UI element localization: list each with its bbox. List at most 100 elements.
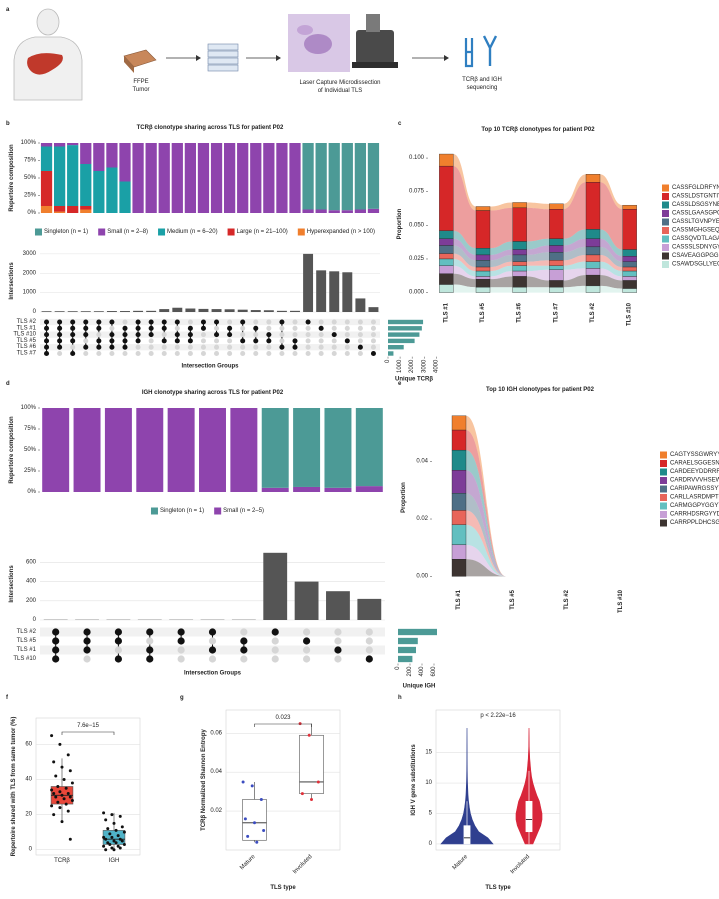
membership-dot: [271, 628, 279, 636]
legend-label: CAGTYSSGWRYYFDYW: [670, 452, 719, 458]
membership-dot: [187, 338, 193, 344]
membership-dot: [266, 338, 272, 344]
membership-dot: [240, 637, 248, 645]
flow: [600, 261, 623, 277]
slide: [207, 50, 239, 58]
membership-dot: [344, 344, 350, 350]
point: [60, 793, 64, 797]
annotation: p < 2.22e−16: [480, 713, 516, 719]
legend-label: CARDEEYDDRRFDPW: [670, 469, 719, 475]
bar-segment: [354, 143, 367, 210]
membership-dot: [52, 655, 60, 663]
legend-swatch: [662, 184, 669, 192]
flow: [600, 229, 623, 257]
y-tick-label: 0.04: [210, 769, 222, 775]
bar-segment: [293, 408, 321, 487]
membership-dot: [44, 332, 50, 338]
bar-segment: [40, 143, 53, 147]
bar: [250, 310, 261, 312]
panel-label: h: [398, 695, 402, 701]
bar-segment: [512, 249, 527, 256]
bar-segment: [250, 143, 262, 213]
bar-segment: [80, 143, 92, 164]
membership-dot: [208, 637, 217, 645]
membership-dot: [370, 332, 376, 338]
y-axis-label: TCRβ Normalized Shannon Entropy: [201, 729, 207, 831]
flow: [453, 284, 476, 293]
membership-dot: [161, 319, 167, 325]
bar-segment: [145, 143, 157, 213]
bar-segment: [40, 146, 53, 171]
plot-frame: [35, 717, 141, 856]
point: [253, 821, 256, 825]
bar-segment: [341, 210, 353, 213]
membership-dot: [187, 344, 193, 350]
membership-dot: [331, 319, 337, 325]
flow: [526, 252, 550, 262]
panel-label: a: [6, 7, 10, 13]
point: [102, 844, 106, 848]
membership-dot: [240, 325, 246, 331]
bar: [172, 307, 183, 312]
legend-swatch: [662, 218, 669, 226]
bar: [290, 310, 300, 312]
membership-dot: [318, 319, 324, 325]
point: [62, 797, 66, 801]
panel-title: Top 10 TCRβ clonotypes for patient P02: [481, 127, 595, 133]
arrowhead: [276, 55, 281, 61]
point: [300, 792, 304, 796]
bar-segment: [549, 252, 564, 261]
membership-dot: [187, 325, 193, 331]
membership-dot: [96, 344, 102, 350]
x-tick-label: TLS #7: [553, 302, 559, 322]
membership-dot: [57, 338, 63, 344]
point: [114, 828, 118, 832]
x-tick-label: Involuted: [510, 854, 531, 875]
membership-dot: [148, 332, 154, 338]
bar-segment: [223, 143, 236, 213]
bar: [303, 253, 314, 312]
bar: [342, 272, 353, 312]
membership-dot: [365, 655, 373, 663]
flow: [526, 238, 550, 250]
y-tick-label: 1000: [23, 290, 37, 296]
legend-label: Medium (n = 6–20): [167, 229, 218, 235]
bar: [357, 598, 382, 620]
bar-segment: [439, 245, 454, 254]
y-tick-label: 15: [425, 750, 432, 756]
bar-segment: [42, 408, 70, 492]
x-tick-label: TLS #10: [627, 302, 633, 326]
bar-segment: [80, 164, 92, 206]
membership-dot: [114, 637, 123, 645]
membership-dot: [57, 350, 63, 357]
bar-segment: [439, 253, 454, 260]
point: [108, 842, 112, 846]
membership-dot: [318, 344, 324, 350]
membership-dot: [200, 344, 206, 350]
x-tick-label: TLS #6: [517, 302, 523, 322]
x-tick-label: TLS #2: [564, 589, 570, 609]
bar-segment: [549, 265, 564, 270]
bar-segment: [439, 273, 454, 285]
y-tick-label: 0%: [27, 210, 36, 216]
flow: [600, 268, 623, 281]
membership-dot: [109, 344, 115, 350]
membership-dot: [57, 319, 63, 325]
bar-segment: [80, 209, 92, 213]
bar-segment: [451, 559, 467, 577]
legend-label: CASSLDSGSYNEQFF: [672, 202, 719, 208]
bar-segment: [367, 208, 380, 213]
membership-dot: [70, 344, 76, 350]
bar: [211, 309, 222, 312]
microscope-head: [366, 14, 380, 32]
panel-label: c: [398, 121, 402, 127]
bar-segment: [475, 287, 491, 293]
x-axis-label: Intersection Groups: [184, 671, 242, 677]
x-tick-label: TLS #10: [618, 589, 624, 613]
set-label: TLS #2: [17, 319, 37, 325]
membership-dot: [302, 637, 311, 645]
bar-segment: [167, 408, 195, 492]
membership-dot: [240, 350, 246, 357]
membership-dot: [177, 637, 185, 645]
bar-segment: [80, 206, 92, 210]
